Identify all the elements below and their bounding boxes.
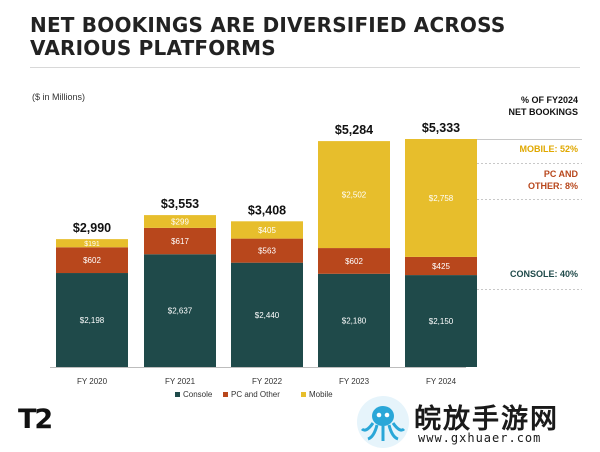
side-item-label: MOBILE: 52% bbox=[519, 144, 578, 154]
data-label-console: $2,198 bbox=[80, 316, 105, 325]
x-tick-label: FY 2024 bbox=[426, 377, 457, 386]
data-label-console: $2,637 bbox=[168, 307, 193, 316]
data-label-mobile: $2,502 bbox=[342, 191, 367, 200]
data-label-mobile: $191 bbox=[84, 241, 100, 248]
bar-pc-other bbox=[318, 248, 390, 274]
bar-mobile bbox=[318, 141, 390, 249]
total-label: $5,284 bbox=[335, 123, 373, 137]
legend-swatch-pc-other bbox=[223, 392, 228, 397]
bar-pc-other bbox=[56, 247, 128, 274]
side-item-label: OTHER: 8% bbox=[528, 181, 578, 191]
bar-mobile bbox=[405, 139, 477, 257]
side-item-label: CONSOLE: 40% bbox=[510, 269, 578, 279]
legend-label-pc-other: PC and Other bbox=[231, 390, 280, 399]
data-label-pc-other: $563 bbox=[258, 247, 276, 256]
data-label-pc-other: $602 bbox=[83, 256, 101, 265]
total-label: $3,408 bbox=[248, 203, 286, 217]
bar-pc-other bbox=[405, 256, 477, 276]
bar-pc-other bbox=[144, 227, 216, 255]
data-label-mobile: $405 bbox=[258, 226, 276, 235]
legend-swatch-mobile bbox=[301, 392, 306, 397]
total-label: $3,553 bbox=[161, 197, 199, 211]
data-label-console: $2,150 bbox=[429, 317, 454, 326]
total-label: $2,990 bbox=[73, 221, 111, 235]
total-label: $5,333 bbox=[422, 121, 460, 135]
legend-swatch-console bbox=[175, 392, 180, 397]
x-tick-label: FY 2021 bbox=[165, 377, 196, 386]
x-tick-label: FY 2023 bbox=[339, 377, 370, 386]
data-label-pc-other: $425 bbox=[432, 262, 450, 271]
x-tick-label: FY 2020 bbox=[77, 377, 108, 386]
octopus-logo-icon bbox=[357, 396, 409, 448]
legend-label-mobile: Mobile bbox=[309, 390, 333, 399]
title-line-1: NET BOOKINGS ARE DIVERSIFIED ACROSS bbox=[30, 13, 506, 37]
side-heading-line-2: NET BOOKINGS bbox=[508, 107, 578, 117]
bar-mobile bbox=[56, 239, 128, 248]
bar-mobile bbox=[144, 215, 216, 228]
x-tick-label: FY 2022 bbox=[252, 377, 283, 386]
side-item-label: PC AND bbox=[544, 169, 579, 179]
data-label-console: $2,440 bbox=[255, 311, 280, 320]
bar-mobile bbox=[231, 221, 303, 239]
bar-pc-other bbox=[231, 238, 303, 263]
bar-console bbox=[144, 254, 216, 367]
side-heading-line-1: % OF FY2024 bbox=[521, 95, 578, 105]
data-label-pc-other: $617 bbox=[171, 237, 189, 246]
bar-console bbox=[231, 262, 303, 367]
title-divider bbox=[30, 67, 580, 68]
unit-label: ($ in Millions) bbox=[32, 92, 86, 102]
title-line-2: VARIOUS PLATFORMS bbox=[30, 36, 276, 60]
watermark-url: www.gxhuaer.com bbox=[418, 431, 542, 445]
bar-console bbox=[405, 275, 477, 367]
page-title: NET BOOKINGS ARE DIVERSIFIED ACROSS VARI… bbox=[30, 14, 505, 60]
take-two-logo: T2 bbox=[18, 404, 53, 435]
watermark-text: 皖放手游网 bbox=[414, 404, 559, 435]
legend-label-console: Console bbox=[183, 390, 213, 399]
data-label-console: $2,180 bbox=[342, 316, 367, 325]
bar-console bbox=[318, 273, 390, 367]
data-label-mobile: $299 bbox=[171, 217, 189, 226]
watermark: 皖放手游网 www.gxhuaer.com bbox=[356, 395, 590, 449]
data-label-pc-other: $602 bbox=[345, 257, 363, 266]
data-label-mobile: $2,758 bbox=[429, 194, 454, 203]
bar-console bbox=[56, 273, 128, 367]
